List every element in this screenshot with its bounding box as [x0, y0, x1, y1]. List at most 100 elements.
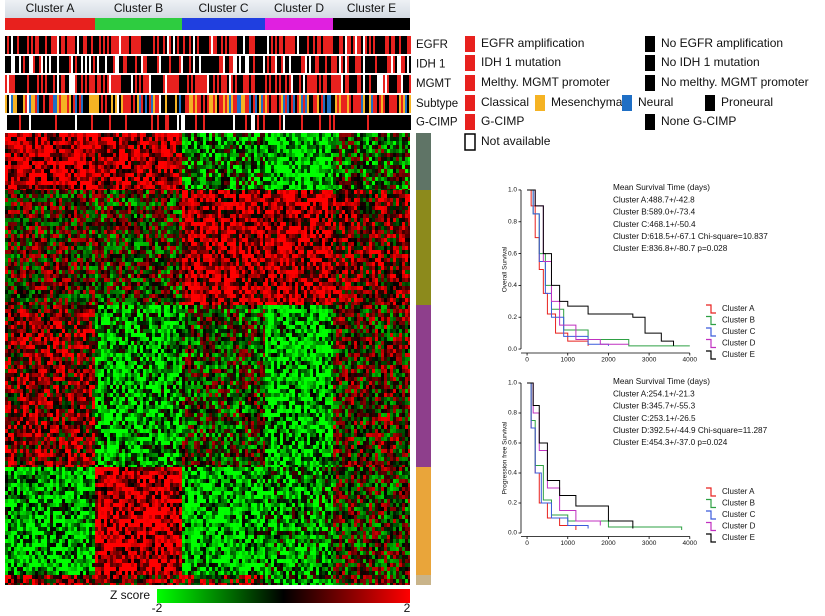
heat-cell [280, 161, 283, 165]
heat-cell [188, 137, 191, 141]
heat-cell [333, 177, 336, 181]
track-stripe [73, 115, 75, 130]
heat-cell [125, 190, 128, 194]
heat-cell [11, 282, 14, 286]
heat-cell [125, 202, 128, 206]
heat-cell [110, 181, 113, 185]
heat-cell [122, 302, 125, 305]
heat-cell [110, 298, 113, 302]
heat-cell [203, 169, 206, 173]
heat-cell [107, 258, 110, 262]
heat-cell [375, 161, 378, 165]
heat-cell [140, 274, 143, 278]
heat-cell [47, 254, 50, 258]
heat-cell [50, 298, 53, 302]
heat-cell [5, 189, 8, 190]
heat-cell [89, 214, 92, 218]
heat-cell [50, 198, 53, 202]
heat-cell [116, 226, 119, 230]
heat-cell [236, 141, 239, 145]
heat-cell [80, 226, 83, 230]
heat-cell [80, 177, 83, 181]
heat-cell [366, 169, 369, 173]
heat-cell [53, 206, 56, 210]
heat-cell [224, 169, 227, 173]
track-stripe [253, 75, 255, 93]
heat-cell [185, 294, 188, 298]
heat-cell [20, 165, 23, 169]
heat-cell [80, 250, 83, 254]
heat-cell [23, 294, 26, 298]
track-stripe [403, 56, 405, 73]
heat-cell [23, 181, 26, 185]
heat-cell [59, 177, 62, 181]
heat-cell [143, 250, 146, 254]
heat-cell [274, 157, 277, 161]
heat-cell [345, 165, 348, 169]
heat-cell [26, 169, 29, 173]
heat-cell [301, 153, 304, 157]
heat-cell [98, 234, 101, 238]
track-stripe [41, 115, 43, 130]
heat-cell [384, 145, 387, 149]
heat-cell [191, 234, 194, 238]
heat-cell [185, 173, 188, 177]
heat-cell [277, 137, 280, 141]
heat-cell [331, 133, 333, 137]
heat-cell [23, 190, 26, 194]
heat-cell [29, 250, 32, 254]
heat-cell [167, 177, 170, 181]
heat-cell [8, 161, 11, 165]
heat-cell [197, 294, 200, 298]
heat-cell [11, 169, 14, 173]
track-stripe [109, 36, 111, 54]
heat-cell [95, 246, 98, 250]
heat-cell [131, 202, 134, 206]
heat-cell [134, 177, 137, 181]
track-stripe [391, 36, 393, 54]
heat-cell [268, 173, 271, 177]
heat-cell [224, 133, 227, 137]
heat-cell [188, 165, 191, 169]
heat-cell [122, 185, 125, 189]
heat-cell [146, 153, 149, 157]
track-stripe [103, 95, 105, 113]
heat-cell [41, 149, 44, 153]
track-stripe [269, 95, 271, 113]
heat-cell [53, 194, 56, 198]
track-stripe [133, 95, 135, 113]
track-stripe [209, 95, 211, 113]
track-stripe [211, 36, 213, 54]
heat-cell [77, 258, 80, 262]
heat-cell [233, 185, 236, 189]
heat-cell [128, 133, 131, 137]
heat-cell [125, 270, 128, 274]
heat-cell [313, 177, 316, 181]
heat-cell [369, 181, 372, 185]
heat-cell [200, 214, 203, 218]
track-stripe [297, 56, 299, 73]
heat-cell [98, 266, 101, 270]
heat-cell [119, 270, 122, 274]
heat-cell [77, 218, 80, 222]
heat-cell [62, 202, 65, 206]
heat-cell [316, 133, 319, 137]
heat-cell [59, 133, 62, 137]
heat-cell [146, 214, 149, 218]
heat-cell [5, 165, 8, 169]
heat-cell [65, 169, 68, 173]
heat-cell [387, 157, 390, 161]
heat-cell [170, 194, 173, 198]
heat-cell [402, 133, 405, 137]
heat-cell [35, 157, 38, 161]
heat-cell [277, 169, 280, 173]
heat-cell [405, 169, 408, 173]
heat-cell [387, 141, 390, 145]
heat-cell [366, 149, 369, 153]
track-stripe [207, 115, 209, 130]
heat-cell [277, 185, 280, 189]
track-stripe [403, 115, 405, 130]
heat-cell [65, 286, 68, 290]
heat-cell [107, 234, 110, 238]
heat-cell [44, 141, 47, 145]
